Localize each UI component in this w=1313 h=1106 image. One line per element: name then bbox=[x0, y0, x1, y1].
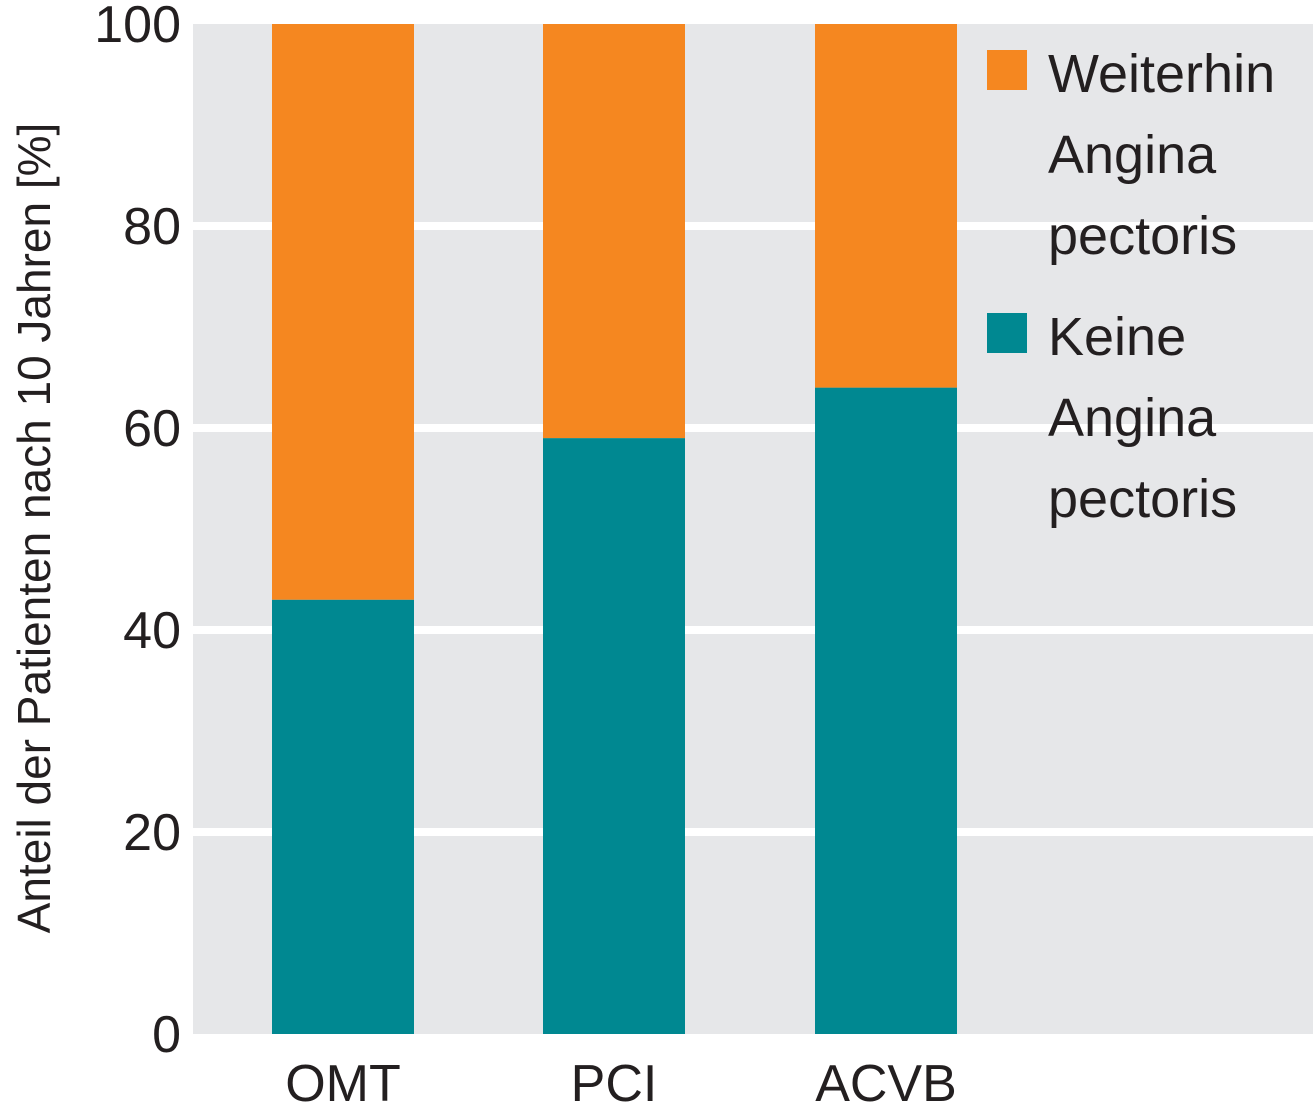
y-axis-label: Anteil der Patienten nach 10 Jahren [%] bbox=[8, 123, 60, 934]
y-tick-label: 100 bbox=[94, 0, 181, 54]
bar-segment bbox=[272, 24, 414, 600]
y-tick-label: 20 bbox=[123, 804, 181, 862]
y-tick-label: 0 bbox=[152, 1006, 181, 1064]
bar-segment bbox=[815, 24, 957, 388]
bar-segment bbox=[272, 599, 414, 1034]
x-category-label: PCI bbox=[571, 1055, 658, 1106]
x-axis-categories: OMT PCI ACVB bbox=[285, 1055, 957, 1106]
bar-segment bbox=[543, 438, 685, 1035]
x-category-label: ACVB bbox=[815, 1055, 957, 1106]
y-tick-label: 80 bbox=[123, 198, 181, 256]
x-category-label: OMT bbox=[285, 1055, 401, 1106]
legend-label: Keine bbox=[1048, 307, 1186, 367]
bar-segment bbox=[543, 24, 685, 439]
legend-label: pectoris bbox=[1048, 206, 1237, 266]
legend-label: Angina bbox=[1048, 125, 1217, 185]
legend: Weiterhin Angina pectoris Keine Angina pector… bbox=[987, 44, 1275, 529]
y-tick-label: 40 bbox=[123, 602, 181, 660]
y-axis-ticks: 0 20 40 60 80 100 bbox=[94, 0, 181, 1064]
legend-label: Angina bbox=[1048, 388, 1217, 448]
legend-label: pectoris bbox=[1048, 469, 1237, 529]
legend-swatch bbox=[987, 313, 1027, 353]
legend-label: Weiterhin bbox=[1048, 44, 1275, 104]
legend-swatch bbox=[987, 50, 1027, 90]
bars bbox=[272, 24, 957, 1035]
bar-segment bbox=[815, 387, 957, 1035]
y-tick-label: 60 bbox=[123, 400, 181, 458]
